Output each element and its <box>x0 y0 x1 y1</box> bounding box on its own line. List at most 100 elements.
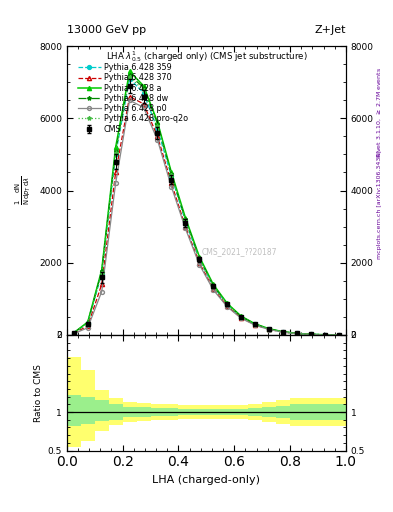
Pythia 6.428 359 <box>155 126 160 132</box>
Pythia 6.428 dw <box>127 72 132 78</box>
Pythia 6.428 dw <box>253 321 257 327</box>
Pythia 6.428 a <box>169 169 174 176</box>
Pythia 6.428 dw <box>295 330 299 336</box>
Pythia 6.428 pro-q2o <box>85 320 90 326</box>
Pythia 6.428 359 <box>113 152 118 158</box>
Pythia 6.428 a <box>211 282 216 288</box>
Pythia 6.428 p0 <box>253 322 257 328</box>
Pythia 6.428 dw <box>309 331 313 337</box>
Pythia 6.428 pro-q2o <box>239 314 244 320</box>
Pythia 6.428 pro-q2o <box>169 173 174 179</box>
Text: LHA $\lambda^1_{0.5}$ (charged only) (CMS jet substructure): LHA $\lambda^1_{0.5}$ (charged only) (CM… <box>106 49 307 64</box>
Pythia 6.428 pro-q2o <box>155 122 160 129</box>
Pythia 6.428 a <box>267 326 272 332</box>
Pythia 6.428 dw <box>211 283 216 289</box>
Pythia 6.428 pro-q2o <box>72 330 76 336</box>
Pythia 6.428 a <box>309 331 313 337</box>
Pythia 6.428 p0 <box>281 329 285 335</box>
Pythia 6.428 a <box>253 321 257 327</box>
Line: Pythia 6.428 a: Pythia 6.428 a <box>72 69 341 337</box>
Pythia 6.428 359 <box>211 283 216 289</box>
Pythia 6.428 dw <box>141 84 146 91</box>
Pythia 6.428 a <box>127 68 132 74</box>
Pythia 6.428 p0 <box>323 332 327 338</box>
Pythia 6.428 359 <box>295 330 299 336</box>
Pythia 6.428 359 <box>169 173 174 179</box>
Pythia 6.428 p0 <box>225 304 230 310</box>
Pythia 6.428 a <box>295 330 299 336</box>
Pythia 6.428 p0 <box>336 332 341 338</box>
Pythia 6.428 359 <box>336 332 341 338</box>
Pythia 6.428 a <box>155 119 160 125</box>
Pythia 6.428 pro-q2o <box>336 332 341 338</box>
Pythia 6.428 p0 <box>239 315 244 322</box>
Pythia 6.428 359 <box>225 302 230 308</box>
Pythia 6.428 p0 <box>72 331 76 337</box>
Pythia 6.428 pro-q2o <box>309 331 313 337</box>
Pythia 6.428 p0 <box>169 184 174 190</box>
Text: 13000 GeV pp: 13000 GeV pp <box>67 25 146 35</box>
Pythia 6.428 a <box>113 144 118 150</box>
Y-axis label: $\frac{1}{\mathrm{N}}\frac{\mathrm{d}\mathrm{N}}{\mathrm{d}p_T\,\mathrm{d}\lambd: $\frac{1}{\mathrm{N}}\frac{\mathrm{d}\ma… <box>14 176 33 205</box>
Pythia 6.428 a <box>239 313 244 319</box>
Pythia 6.428 359 <box>72 330 76 336</box>
Pythia 6.428 a <box>323 332 327 338</box>
Line: Pythia 6.428 359: Pythia 6.428 359 <box>72 77 341 337</box>
Pythia 6.428 dw <box>99 268 104 274</box>
Pythia 6.428 a <box>99 267 104 273</box>
Pythia 6.428 dw <box>113 148 118 154</box>
Pythia 6.428 dw <box>197 254 202 261</box>
Pythia 6.428 370 <box>295 330 299 336</box>
Legend: Pythia 6.428 359, Pythia 6.428 370, Pythia 6.428 a, Pythia 6.428 dw, Pythia 6.42: Pythia 6.428 359, Pythia 6.428 370, Pyth… <box>76 61 189 135</box>
Pythia 6.428 dw <box>155 121 160 127</box>
Text: Z+Jet: Z+Jet <box>314 25 346 35</box>
Pythia 6.428 370 <box>99 282 104 288</box>
Pythia 6.428 pro-q2o <box>281 329 285 335</box>
Pythia 6.428 370 <box>183 224 188 230</box>
Pythia 6.428 a <box>72 330 76 336</box>
Pythia 6.428 dw <box>72 330 76 336</box>
Pythia 6.428 370 <box>225 303 230 309</box>
Pythia 6.428 a <box>197 253 202 260</box>
Text: CMS_2021_??20187: CMS_2021_??20187 <box>202 247 277 256</box>
Pythia 6.428 p0 <box>309 331 313 337</box>
Pythia 6.428 a <box>336 332 341 338</box>
Pythia 6.428 pro-q2o <box>295 330 299 336</box>
Pythia 6.428 359 <box>127 75 132 81</box>
Pythia 6.428 pro-q2o <box>141 87 146 93</box>
Pythia 6.428 a <box>85 319 90 325</box>
Pythia 6.428 370 <box>141 101 146 107</box>
Pythia 6.428 370 <box>197 260 202 266</box>
Pythia 6.428 p0 <box>127 97 132 103</box>
Pythia 6.428 pro-q2o <box>197 255 202 262</box>
Pythia 6.428 370 <box>323 332 327 338</box>
Pythia 6.428 370 <box>211 286 216 292</box>
Pythia 6.428 359 <box>253 321 257 327</box>
Pythia 6.428 359 <box>197 256 202 262</box>
Pythia 6.428 pro-q2o <box>127 74 132 80</box>
Pythia 6.428 pro-q2o <box>253 321 257 327</box>
Pythia 6.428 p0 <box>183 225 188 231</box>
Pythia 6.428 370 <box>85 323 90 329</box>
Pythia 6.428 p0 <box>99 289 104 295</box>
Pythia 6.428 a <box>281 329 285 335</box>
Pythia 6.428 370 <box>309 331 313 337</box>
Pythia 6.428 pro-q2o <box>267 326 272 332</box>
Pythia 6.428 p0 <box>267 327 272 333</box>
Pythia 6.428 dw <box>85 319 90 326</box>
Pythia 6.428 370 <box>72 330 76 336</box>
Pythia 6.428 dw <box>267 326 272 332</box>
Pythia 6.428 pro-q2o <box>211 283 216 289</box>
Text: mcplots.cern.ch [arXiv:1306.3436]: mcplots.cern.ch [arXiv:1306.3436] <box>377 151 382 259</box>
Pythia 6.428 pro-q2o <box>183 218 188 224</box>
Pythia 6.428 p0 <box>155 137 160 143</box>
Pythia 6.428 370 <box>169 180 174 186</box>
Pythia 6.428 pro-q2o <box>323 332 327 338</box>
Pythia 6.428 359 <box>141 90 146 96</box>
Pythia 6.428 pro-q2o <box>113 150 118 156</box>
Pythia 6.428 370 <box>127 94 132 100</box>
Pythia 6.428 p0 <box>211 287 216 293</box>
Pythia 6.428 370 <box>281 329 285 335</box>
Pythia 6.428 370 <box>267 326 272 332</box>
Pythia 6.428 370 <box>113 169 118 176</box>
